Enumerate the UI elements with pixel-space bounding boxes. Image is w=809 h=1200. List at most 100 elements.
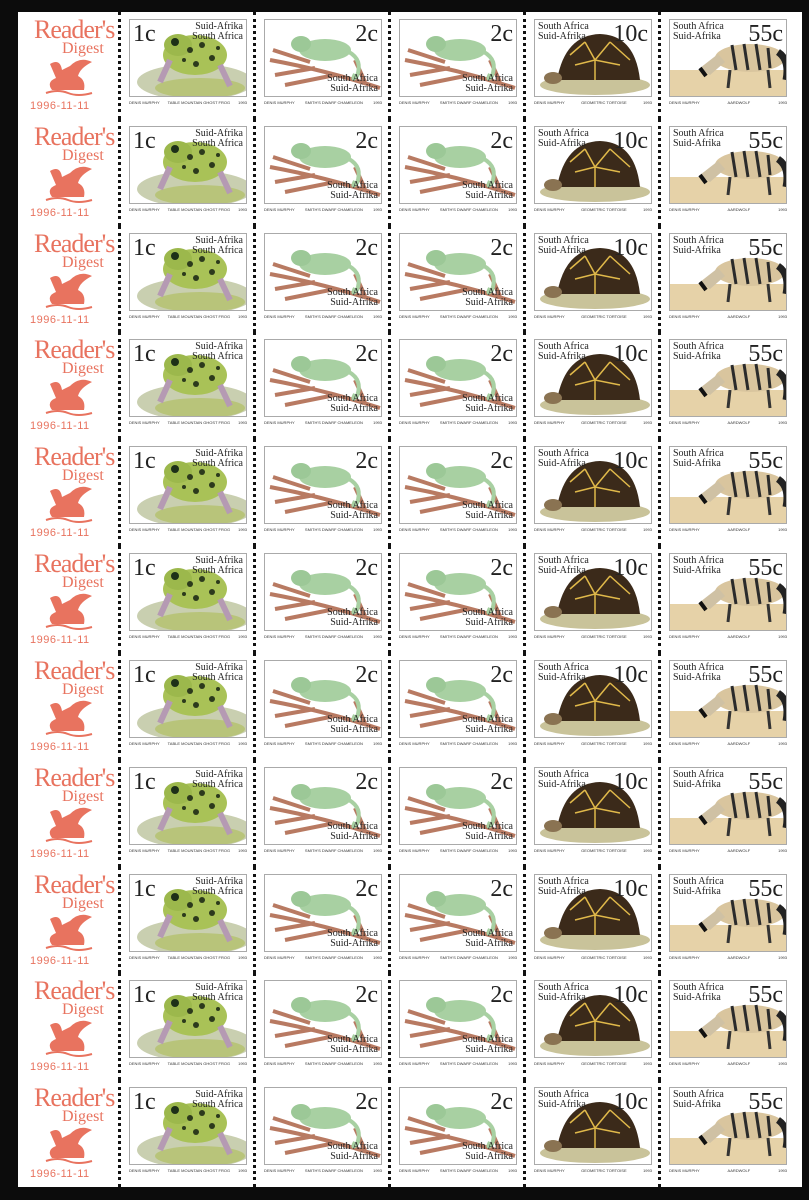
stamp-illustration: [129, 980, 247, 1059]
stamp-denomination: 55c: [748, 768, 783, 795]
stamp-denomination: 2c: [355, 234, 378, 261]
stamp-caption: Denis Murphy Aardwolf 1993: [669, 206, 787, 212]
stamp-caption: Denis Murphy Aardwolf 1993: [669, 313, 787, 319]
stamp-aardwolf: 55c South Africa Suid-Afrika Denis Murphy…: [658, 118, 793, 226]
stamp-denomination: 2c: [490, 234, 513, 261]
stamp-tortoise: 10c South Africa Suid-Afrika Denis Murphy…: [523, 546, 658, 653]
stamp-country: South Africa Suid-Afrika: [327, 393, 378, 415]
stamp-caption: Denis Murphy Geometric Tortoise 1993: [534, 420, 652, 426]
stamp-illustration: [534, 659, 652, 738]
stamp-caption: Denis Murphy Aardwolf 1993: [669, 1168, 787, 1174]
stamp-denomination: 2c: [355, 768, 378, 795]
stamp-country: South Africa Suid-Afrika: [462, 820, 513, 842]
stamp-illustration: [264, 766, 382, 845]
sheet-margin-logo: Reader's Digest 1996-11-11: [18, 546, 118, 653]
stamp-aardwolf: 55c South Africa Suid-Afrika Denis Murphy…: [658, 225, 793, 333]
stamp-country: South Africa Suid-Afrika: [673, 21, 724, 42]
stamp-country: Suid-Afrika South Africa: [192, 555, 243, 577]
stamp-tortoise: 10c South Africa Suid-Afrika Denis Murphy…: [523, 332, 658, 440]
margin-date: 1996-11-11: [30, 634, 90, 647]
logo-text: Reader's: [34, 549, 115, 579]
stamp-illustration: [399, 339, 517, 418]
stamp-caption: Denis Murphy Smith's Dwarf Chameleon 1993: [264, 847, 382, 853]
stamp-illustration: [399, 232, 517, 311]
stamp-country: South Africa Suid-Afrika: [462, 1034, 513, 1056]
margin-date: 1996-11-11: [30, 527, 90, 540]
stamp-frog: 1c Suid-Afrika South Africa Denis Murphy T…: [118, 225, 253, 333]
sheet-row: Reader's Digest 1996-11-11 1c Suid-Afrik…: [18, 1080, 802, 1187]
stamp-illustration: [264, 873, 382, 952]
stamp-illustration: [669, 766, 787, 845]
stamp-illustration: [399, 766, 517, 845]
stamp-denomination: 55c: [748, 1089, 783, 1116]
stamp-illustration: [129, 232, 247, 311]
stamp-illustration: [669, 553, 787, 632]
stamp-denomination: 1c: [133, 448, 156, 475]
stamp-illustration: [264, 232, 382, 311]
stamp-country: South Africa Suid-Afrika: [462, 179, 513, 201]
stamp-illustration: [399, 553, 517, 632]
stamp-chameleon: 2c South Africa Suid-Afrika Denis Murphy S…: [388, 118, 523, 226]
stamp-country: South Africa Suid-Afrika: [538, 448, 589, 470]
stamp-country: South Africa Suid-Afrika: [462, 393, 513, 415]
margin-date: 1996-11-11: [30, 954, 90, 967]
stamp-illustration: [399, 125, 517, 204]
logo-text: Digest: [62, 1108, 104, 1126]
stamp-denomination: 2c: [490, 875, 513, 902]
stamp-illustration: [534, 553, 652, 632]
stamp-frog: 1c Suid-Afrika South Africa Denis Murphy T…: [118, 12, 253, 119]
stamp-country: South Africa Suid-Afrika: [327, 713, 378, 735]
stamp-country: South Africa Suid-Afrika: [462, 286, 513, 308]
stamp-denomination: 1c: [133, 768, 156, 795]
sheet-margin-logo: Reader's Digest 1996-11-11: [18, 226, 118, 333]
sheet-margin-logo: Reader's Digest 1996-11-11: [18, 439, 118, 546]
stamp-illustration: [129, 125, 247, 204]
stamp-country: South Africa Suid-Afrika: [673, 1089, 724, 1111]
stamp-illustration: [534, 980, 652, 1059]
logo-text: Digest: [62, 40, 104, 57]
stamp-caption: Denis Murphy Smith's Dwarf Chameleon 1993: [264, 527, 382, 533]
margin-date: 1996-11-11: [30, 1168, 90, 1181]
stamp-chameleon: 2c South Africa Suid-Afrika Denis Murphy S…: [253, 652, 388, 760]
stamp-country: South Africa Suid-Afrika: [538, 982, 589, 1004]
stamp-country: Suid-Afrika South Africa: [192, 21, 243, 42]
stamp-country: South Africa Suid-Afrika: [462, 73, 513, 94]
logo-text: Reader's: [34, 442, 115, 472]
logo-text: Reader's: [34, 976, 115, 1006]
stamp-illustration: [669, 659, 787, 738]
stamp-denomination: 55c: [748, 341, 783, 368]
stamp-illustration: [534, 1087, 652, 1166]
stamp-illustration: [129, 19, 247, 97]
stamp-tortoise: 10c South Africa Suid-Afrika Denis Murphy…: [523, 439, 658, 547]
margin-date: 1996-11-11: [30, 206, 90, 219]
stamp-chameleon: 2c South Africa Suid-Afrika Denis Murphy S…: [388, 546, 523, 653]
stamp-country: South Africa Suid-Afrika: [673, 768, 724, 790]
stamp-sheet: Reader's Digest 1996-11-11 1c Suid-Afrik…: [18, 12, 802, 1187]
stamp-country: South Africa Suid-Afrika: [327, 927, 378, 949]
stamp-caption: Denis Murphy Table Mountain Ghost Frog 199…: [129, 206, 247, 212]
stamp-denomination: 55c: [748, 661, 783, 688]
stamp-country: South Africa Suid-Afrika: [327, 73, 378, 94]
stamp-aardwolf: 55c South Africa Suid-Afrika Denis Murphy…: [658, 1080, 793, 1187]
stamp-caption: Denis Murphy Geometric Tortoise 1993: [534, 634, 652, 640]
stamp-chameleon: 2c South Africa Suid-Afrika Denis Murphy S…: [253, 546, 388, 653]
pegasus-logo-icon: [45, 59, 93, 96]
stamp-denomination: 2c: [355, 1089, 378, 1116]
stamp-frog: 1c Suid-Afrika South Africa Denis Murphy T…: [118, 118, 253, 226]
stamp-caption: Denis Murphy Smith's Dwarf Chameleon 1993: [399, 634, 517, 640]
stamp-denomination: 1c: [133, 127, 156, 154]
stamp-country: South Africa Suid-Afrika: [673, 234, 724, 256]
stamp-illustration: [399, 873, 517, 952]
stamp-illustration: [264, 980, 382, 1059]
stamp-caption: Denis Murphy Aardwolf 1993: [669, 527, 787, 533]
stamp-country: South Africa Suid-Afrika: [327, 607, 378, 629]
logo-text: Reader's: [34, 335, 115, 365]
stamp-country: South Africa Suid-Afrika: [327, 820, 378, 842]
stamp-denomination: 55c: [748, 21, 783, 47]
margin-date: 1996-11-11: [30, 313, 90, 326]
stamp-illustration: [669, 1087, 787, 1166]
stamp-denomination: 55c: [748, 234, 783, 261]
stamp-caption: Denis Murphy Table Mountain Ghost Frog 199…: [129, 100, 247, 105]
stamp-illustration: [534, 19, 652, 97]
stamp-frog: 1c Suid-Afrika South Africa Denis Murphy T…: [118, 439, 253, 547]
